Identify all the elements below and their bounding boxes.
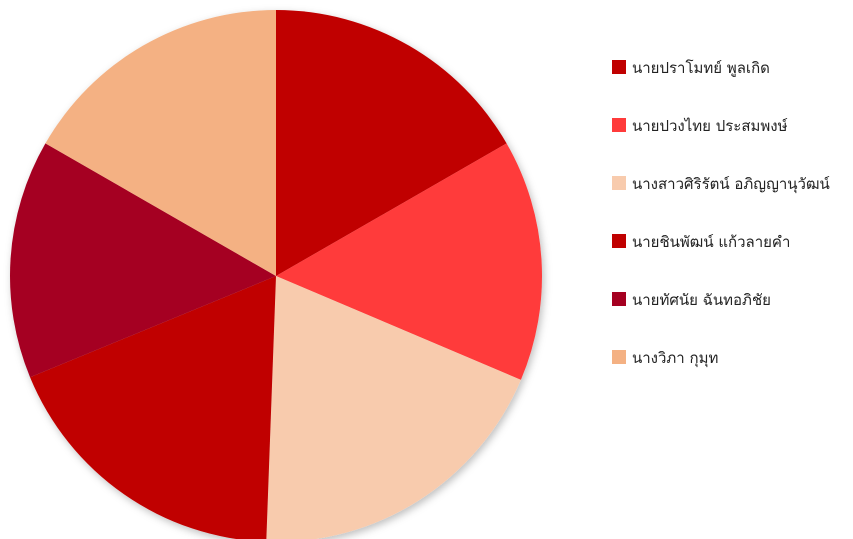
legend-item-4: นายชินพัฒน์ แก้วลายคำ	[612, 233, 790, 251]
legend-label-2: นายปวงไทย ประสมพงษ์	[632, 117, 788, 135]
legend-label-1: นายปราโมทย์ พูลเกิด	[632, 59, 770, 77]
legend-swatch-2	[612, 118, 626, 132]
legend-item-6: นางวิภา กุมุท	[612, 349, 718, 368]
pie-slice-5	[10, 143, 277, 378]
legend-label-5: นายทัศนัย ฉันทอภิชัย	[632, 291, 771, 309]
pie-slices	[10, 10, 543, 539]
pie-slice-4	[30, 276, 276, 539]
legend-label-6: นางวิภา กุมุท	[632, 349, 718, 368]
legend-label-4: นายชินพัฒน์ แก้วลายคำ	[632, 233, 790, 251]
legend-swatch-5	[612, 292, 626, 306]
legend-item-5: นายทัศนัย ฉันทอภิชัย	[612, 291, 771, 309]
pie-slice-2	[276, 143, 543, 380]
legend-label-3: นางสาวศิริรัตน์ อภิญญานุวัฒน์	[632, 175, 830, 194]
legend-item-3: นางสาวศิริรัตน์ อภิญญานุวัฒน์	[612, 175, 830, 194]
legend-item-2: นายปวงไทย ประสมพงษ์	[612, 117, 788, 135]
legend-swatch-3	[612, 176, 626, 190]
pie-slice-3	[266, 276, 521, 539]
legend-swatch-6	[612, 350, 626, 364]
pie-slice-6	[45, 10, 276, 276]
legend-swatch-1	[612, 60, 626, 74]
legend-swatch-4	[612, 234, 626, 248]
pie-slice-1	[276, 10, 507, 276]
legend-item-1: นายปราโมทย์ พูลเกิด	[612, 59, 770, 77]
